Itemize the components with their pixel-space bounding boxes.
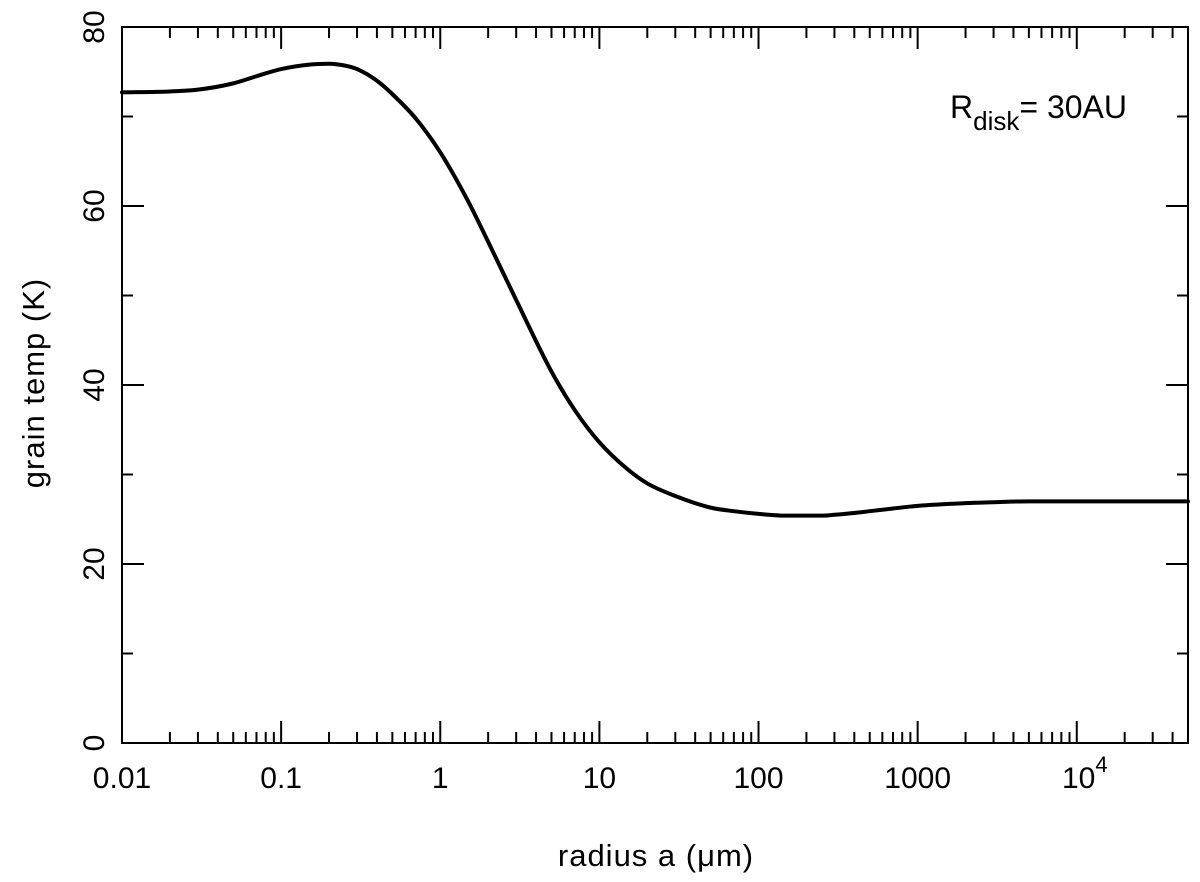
y-tick-label: 0 (78, 735, 111, 752)
annotation-base: R (950, 89, 973, 125)
x-tick-label: 1000 (884, 762, 951, 795)
plot-area-border (121, 26, 1189, 744)
x-axis-label: radius a (μm) (558, 838, 754, 873)
temperature-curve (120, 61, 1190, 518)
x-tick-label: 100 (733, 762, 783, 795)
x-tick-label: 0.01 (93, 762, 151, 795)
axis-ticks (121, 26, 1189, 744)
x-tick-label: 1 (432, 762, 449, 795)
y-axis-label: grain temp (K) (16, 278, 51, 488)
x-tick-label: 0.1 (260, 762, 302, 795)
x-tick-label: 104 (1062, 752, 1108, 795)
annotation-subscript: disk (973, 106, 1020, 136)
x-tick-label: 10 (583, 762, 616, 795)
y-tick-label: 40 (78, 368, 111, 401)
tick-labels: 0.01 0.1 1 10 100 1000 104 0 20 40 60 80 (78, 10, 1108, 795)
annotation-text: = 30AU (1019, 89, 1127, 125)
disk-radius-annotation: Rdisk= 30AU (950, 89, 1127, 136)
y-tick-label: 80 (78, 10, 111, 43)
y-tick-label: 20 (78, 547, 111, 580)
y-tick-label: 60 (78, 189, 111, 222)
plot-frame (121, 26, 1189, 744)
